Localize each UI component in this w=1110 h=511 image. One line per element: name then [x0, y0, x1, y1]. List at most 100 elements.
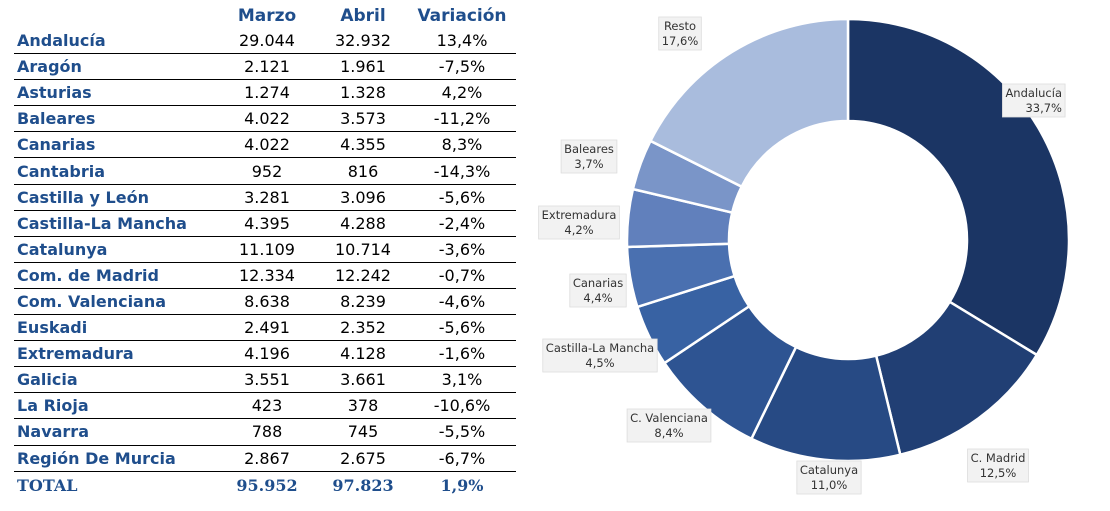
total-row: TOTAL 95.952 97.823 1,9% [14, 471, 516, 499]
table-row: Canarias 4.022 4.355 8,3% [14, 131, 516, 159]
table-row: La Rioja 423 378 -10,6% [14, 392, 516, 420]
cell-region: Extremadura [14, 340, 216, 368]
table-row: Región De Murcia 2.867 2.675 -6,7% [14, 445, 516, 472]
header-marzo: Marzo [237, 6, 297, 26]
table-row: Galicia 3.551 3.661 3,1% [14, 366, 516, 394]
table-header-row: Marzo Abril Variación [14, 4, 516, 28]
cell-abril: 2.352 [318, 314, 408, 342]
cell-region: Canarias [14, 131, 216, 159]
cell-region: Aragón [14, 53, 216, 81]
cell-variacion: -5,6% [408, 314, 516, 342]
cell-abril: 745 [318, 418, 408, 446]
cell-abril: 816 [318, 157, 408, 185]
table-row: Castilla y León 3.281 3.096 -5,6% [14, 184, 516, 211]
slice-label-box [967, 448, 1029, 483]
header-variacion: Variación [417, 6, 507, 26]
header-region [14, 4, 216, 28]
cell-variacion: -0,7% [408, 262, 516, 289]
table-row: Andalucía 29.044 32.932 13,4% [14, 28, 516, 55]
cell-marzo: 2.491 [216, 314, 318, 342]
table-row: Extremadura 4.196 4.128 -1,6% [14, 340, 516, 368]
slice-label-name: Canarias [573, 276, 623, 290]
slice-label-box [796, 460, 862, 495]
cell-abril: 4.355 [318, 131, 408, 159]
table-row: Aragón 2.121 1.961 -7,5% [14, 53, 516, 81]
header-abril: Abril [340, 6, 386, 26]
cell-region: Andalucía [14, 28, 216, 55]
cell-region: Cantabria [14, 157, 216, 185]
slice-label-box [569, 273, 627, 308]
cell-variacion: -5,5% [408, 418, 516, 446]
cell-marzo: 952 [216, 157, 318, 185]
total-cell-marzo: 95.952 [236, 475, 298, 495]
cell-variacion: -10,6% [408, 392, 516, 420]
cell-variacion: -3,6% [408, 236, 516, 263]
cell-marzo: 2.121 [216, 53, 318, 81]
slice-label-name: Andalucía [1005, 86, 1062, 100]
slice-label-name: C. Madrid [971, 451, 1026, 465]
cell-variacion: 8,3% [408, 131, 516, 159]
slice-label-name: Catalunya [800, 463, 858, 477]
total-cell-variacion: 1,9% [440, 475, 484, 495]
slice-label-value: 4,5% [585, 356, 614, 370]
slice-label-value: 11,0% [811, 478, 848, 492]
slice-label-name: C. Valenciana [630, 411, 708, 425]
slice-label-name: Baleares [564, 142, 614, 156]
cell-variacion: -2,4% [408, 210, 516, 237]
data-table: Marzo Abril Variación Andalucía 29.044 32.… [14, 4, 516, 499]
slice-label-value: 8,4% [654, 426, 683, 440]
cell-marzo: 4.022 [216, 131, 318, 159]
cell-abril: 3.661 [318, 366, 408, 394]
cell-region: Castilla-La Mancha [14, 210, 216, 237]
slice-andaluc-a [846, 17, 1071, 357]
cell-region: Asturias [14, 79, 216, 107]
cell-region: Galicia [14, 366, 216, 394]
cell-variacion: -11,2% [408, 105, 516, 133]
cell-abril: 2.675 [318, 445, 408, 472]
cell-abril: 8.239 [318, 288, 408, 316]
slice-label-box [542, 338, 658, 373]
cell-variacion: -6,7% [408, 445, 516, 472]
slice-resto [648, 17, 850, 189]
cell-marzo: 4.196 [216, 340, 318, 368]
cell-abril: 10.714 [318, 236, 408, 263]
slice-label-box [1002, 83, 1066, 118]
slice-label-value: 33,7% [1025, 101, 1062, 115]
cell-variacion: 4,2% [408, 79, 516, 107]
slice-label-box [658, 16, 702, 51]
cell-abril: 32.932 [318, 28, 408, 55]
table-row: Baleares 4.022 3.573 -11,2% [14, 105, 516, 133]
cell-region: La Rioja [14, 392, 216, 420]
slice-label-box [626, 408, 712, 443]
cell-variacion: -14,3% [408, 157, 516, 185]
slice-label-value: 4,4% [583, 291, 612, 305]
table-row: Cantabria 952 816 -14,3% [14, 157, 516, 185]
cell-region: Com. de Madrid [14, 262, 216, 289]
cell-marzo: 8.638 [216, 288, 318, 316]
slice-label-box [538, 205, 620, 240]
cell-region: Navarra [14, 418, 216, 446]
cell-variacion: -5,6% [408, 184, 516, 211]
cell-abril: 3.573 [318, 105, 408, 133]
cell-marzo: 3.551 [216, 366, 318, 394]
table-row: Navarra 788 745 -5,5% [14, 418, 516, 446]
slice-label-value: 3,7% [574, 157, 603, 171]
cell-marzo: 423 [216, 392, 318, 420]
total-cell-abril: 97.823 [332, 475, 394, 495]
cell-abril: 4.288 [318, 210, 408, 237]
cell-abril: 12.242 [318, 262, 408, 289]
cell-variacion: -1,6% [408, 340, 516, 368]
cell-variacion: 3,1% [408, 366, 516, 394]
cell-variacion: -7,5% [408, 53, 516, 81]
slice-label-value: 17,6% [662, 34, 699, 48]
cell-abril: 378 [318, 392, 408, 420]
cell-marzo: 2.867 [216, 445, 318, 472]
